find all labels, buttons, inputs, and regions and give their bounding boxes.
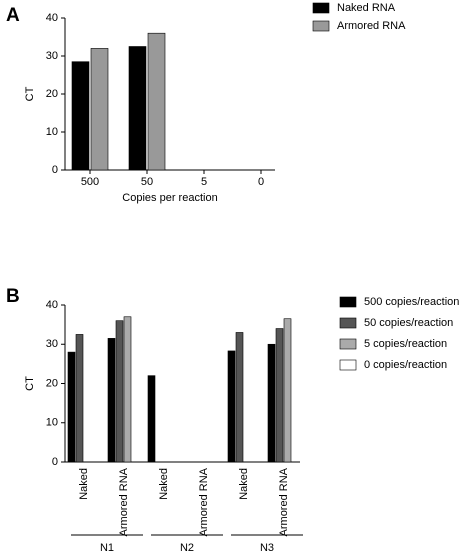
bar (227, 350, 236, 463)
x-tick-label: Naked (238, 468, 250, 500)
bar (275, 328, 284, 463)
panel-label: B (6, 286, 20, 307)
panel-label: A (6, 5, 20, 26)
bar (123, 316, 132, 463)
y-tick-label: 30 (46, 338, 58, 350)
x-tick-label: 500 (81, 176, 99, 188)
group-label: N2 (180, 542, 194, 554)
y-tick-label: 40 (46, 299, 58, 311)
x-tick-label: Armored RNA (118, 467, 130, 536)
x-tick-label: 50 (141, 176, 153, 188)
x-tick-label: 5 (201, 176, 207, 188)
y-axis-label: CT (24, 376, 36, 391)
legend-swatch (339, 317, 357, 329)
y-tick-label: 20 (46, 377, 58, 389)
y-tick-label: 0 (52, 456, 58, 468)
legend-label: Armored RNA (337, 20, 406, 32)
x-tick-label: Armored RNA (278, 467, 290, 536)
legend-swatch (312, 20, 330, 32)
bar (67, 351, 76, 463)
legend-label: Naked RNA (337, 2, 396, 14)
bar (235, 332, 244, 463)
legend-label: 0 copies/reaction (364, 359, 447, 371)
bar (75, 334, 84, 463)
bar (267, 343, 276, 463)
x-tick-label: Naked (78, 468, 90, 500)
legend-label: 500 copies/reaction (364, 296, 459, 308)
y-tick-label: 40 (46, 12, 58, 24)
y-tick-label: 0 (52, 164, 58, 176)
x-tick-label: 0 (258, 176, 264, 188)
bar (71, 61, 90, 171)
legend-label: 50 copies/reaction (364, 317, 453, 329)
legend-swatch (339, 359, 357, 371)
bar (147, 375, 156, 463)
x-tick-label: Naked (158, 468, 170, 500)
bar (147, 32, 166, 171)
bar (115, 320, 124, 463)
legend-label: 5 copies/reaction (364, 338, 447, 350)
x-tick-label: Armored RNA (198, 467, 210, 536)
y-tick-label: 10 (46, 126, 58, 138)
group-label: N1 (100, 542, 114, 554)
bar (128, 46, 147, 171)
x-axis-label: Copies per reaction (122, 192, 217, 204)
bar (107, 338, 116, 463)
y-axis-label: CT (24, 86, 36, 101)
legend-swatch (339, 338, 357, 350)
bar (283, 318, 292, 463)
legend-swatch (339, 296, 357, 308)
group-label: N3 (260, 542, 274, 554)
y-tick-label: 20 (46, 88, 58, 100)
legend-swatch (312, 2, 330, 14)
bar (90, 48, 109, 171)
y-tick-label: 30 (46, 50, 58, 62)
y-tick-label: 10 (46, 417, 58, 429)
